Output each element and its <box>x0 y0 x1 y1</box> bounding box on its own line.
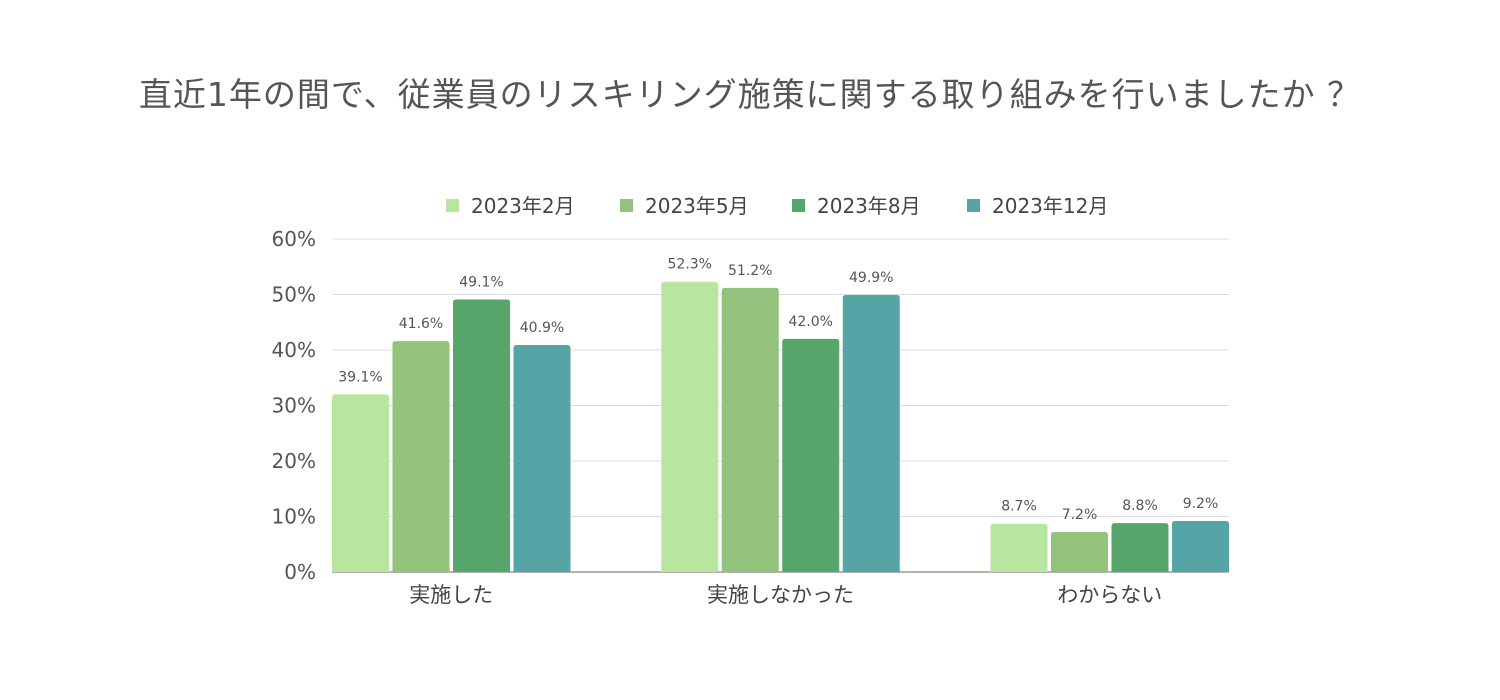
bar <box>1172 520 1229 572</box>
bars <box>332 281 1229 572</box>
data-label: 41.6% <box>399 316 443 332</box>
y-tick-label: 10% <box>272 505 316 529</box>
data-label: 39.1% <box>338 369 382 385</box>
data-label: 8.8% <box>1122 498 1158 514</box>
legend-label: 2023年8月 <box>817 194 921 218</box>
data-label: 8.7% <box>1001 499 1037 515</box>
x-axis-categories: 実施した 実施しなかった わからない <box>409 583 1162 607</box>
legend-label: 2023年2月 <box>471 194 575 218</box>
chart-title: 直近1年の間で、従業員のリスキリング施策に関する取り組みを行いましたか ？ <box>138 75 1362 114</box>
legend-label: 2023年12月 <box>992 194 1108 218</box>
bar <box>782 338 840 572</box>
y-tick-label: 0% <box>284 560 316 584</box>
data-label: 9.2% <box>1183 496 1219 512</box>
data-label: 42.0% <box>789 314 833 330</box>
data-labels: 39.1% 41.6% 49.1% 40.9% 52.3% 51.2% 42.0% 49.9%… <box>338 257 1218 523</box>
bar <box>1051 532 1108 572</box>
bar <box>661 281 719 572</box>
legend-swatch <box>967 199 980 212</box>
data-label: 49.1% <box>459 274 503 290</box>
data-label: 49.9% <box>849 270 893 286</box>
category-label: 実施した <box>409 583 493 607</box>
y-axis-ticks: 0% 10% 20% 30% 40% 50% 60% <box>272 227 316 584</box>
legend-swatch <box>792 199 805 212</box>
bar <box>453 299 510 572</box>
legend-swatch <box>446 199 459 212</box>
data-label: 51.2% <box>728 263 772 279</box>
y-tick-label: 60% <box>272 227 316 251</box>
bar <box>1111 523 1169 572</box>
legend-swatch <box>620 199 633 212</box>
legend-label: 2023年5月 <box>645 194 749 218</box>
y-tick-label: 40% <box>272 338 316 362</box>
y-tick-label: 50% <box>272 283 316 307</box>
bar <box>513 345 571 572</box>
y-tick-label: 30% <box>272 394 316 418</box>
legend: 2023年2月 2023年5月 2023年8月 2023年12月 <box>446 194 1108 218</box>
bar <box>842 295 900 572</box>
bar <box>721 287 779 572</box>
category-label: わからない <box>1057 583 1162 607</box>
category-label: 実施しなかった <box>707 583 854 607</box>
data-label: 7.2% <box>1062 507 1098 523</box>
bar <box>332 394 389 572</box>
bar <box>990 523 1048 572</box>
data-label: 40.9% <box>520 320 564 336</box>
data-label: 52.3% <box>668 257 712 273</box>
bar <box>392 341 450 572</box>
y-tick-label: 20% <box>272 449 316 473</box>
